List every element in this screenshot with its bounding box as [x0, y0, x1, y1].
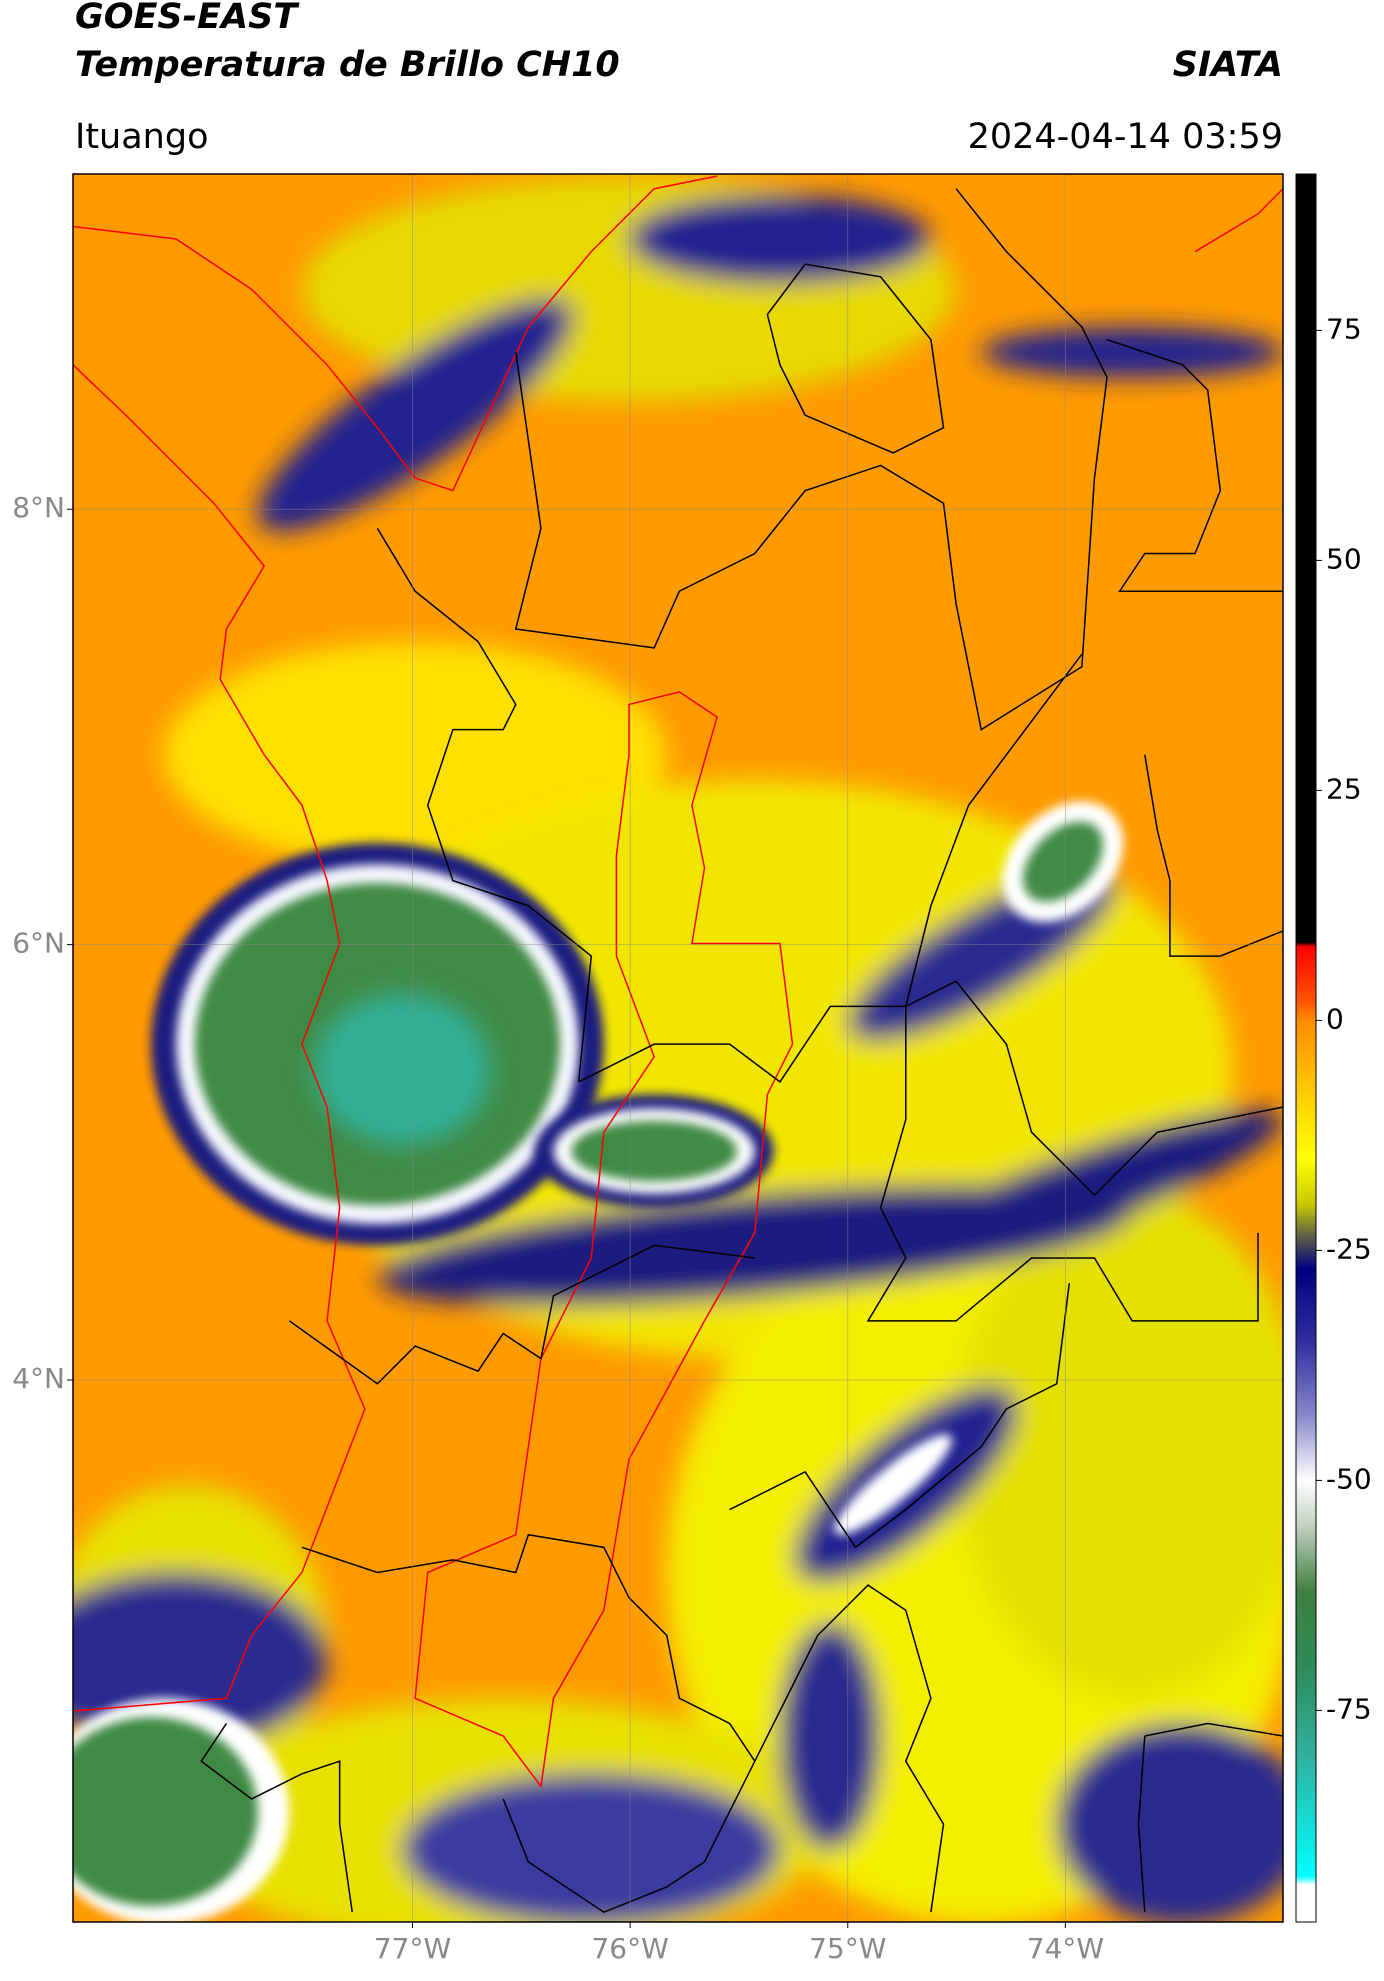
colorbar-tick-label: -75	[1326, 1692, 1372, 1725]
source: SIATA	[1173, 45, 1283, 85]
x-tick-label: 77°W	[374, 1932, 451, 1965]
colorbar-tick-label: -25	[1326, 1232, 1372, 1265]
colorbar-tick-label: 0	[1326, 1002, 1344, 1035]
map-frame	[72, 173, 1284, 1923]
y-tick-label: 6°N	[12, 927, 65, 960]
x-tick-label: 74°W	[1027, 1932, 1104, 1965]
x-tick-label: 76°W	[591, 1932, 668, 1965]
subtitle: Temperatura de Brillo CH10	[75, 45, 620, 85]
colorbar-tick-label: 75	[1326, 312, 1362, 345]
colorbar-tick-label: -50	[1326, 1462, 1372, 1495]
colorbar-tick-label: 50	[1326, 542, 1362, 575]
y-tick-label: 4°N	[12, 1362, 65, 1395]
title: GOES-EAST	[75, 0, 300, 37]
map-image	[73, 174, 1283, 1922]
y-tick-label: 8°N	[12, 491, 65, 524]
datetime: 2024-04-14 03:59	[968, 117, 1283, 157]
colorbar	[1295, 173, 1317, 1923]
x-tick-label: 75°W	[809, 1932, 886, 1965]
location: Ituango	[75, 117, 209, 157]
colorbar-tick-label: 25	[1326, 772, 1362, 805]
